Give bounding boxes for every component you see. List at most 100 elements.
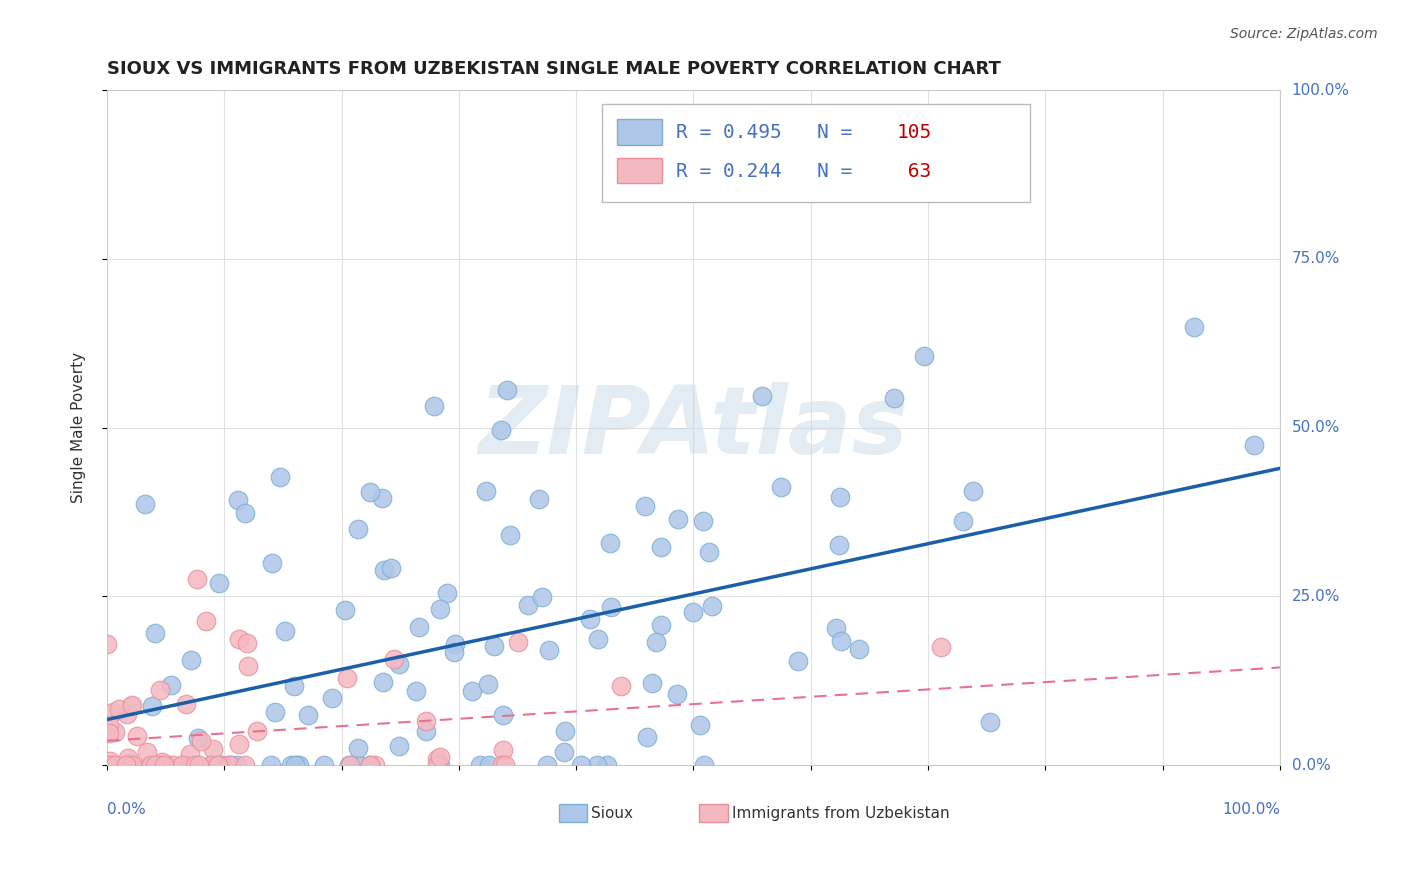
Point [650,617,672,632]
Point [359,758,381,772]
Point [586,632,609,646]
Point [979,714,1001,729]
Point [586,758,609,772]
Point [491,707,513,722]
Point [120,699,142,714]
Point [115,706,138,721]
Point [429,758,451,772]
Point [553,745,575,759]
Point [429,750,451,764]
Text: R = 0.495   N =: R = 0.495 N = [676,123,863,143]
Point [489,423,512,437]
Point [260,758,283,772]
Point [494,758,516,772]
Point [423,399,446,413]
Point [830,634,852,648]
Point [492,743,515,757]
Point [825,621,848,635]
Point [96,758,118,772]
Point [219,758,242,772]
Point [246,724,269,739]
Point [599,536,621,550]
Point [98,755,121,769]
Point [666,511,689,525]
Bar [699,804,727,822]
Point [288,758,311,772]
Point [150,758,173,772]
Point [100,758,122,772]
Point [349,758,371,772]
Point [233,758,256,772]
Point [207,758,229,772]
Point [118,756,141,770]
Point [127,729,149,743]
Bar [617,158,662,184]
Point [477,676,499,690]
Point [380,561,402,575]
Point [491,758,513,772]
Point [640,675,662,690]
Point [751,389,773,403]
Point [280,758,302,772]
Point [190,734,212,748]
Point [770,480,793,494]
Point [517,598,540,612]
Point [579,612,602,626]
Point [115,758,138,772]
Point [529,491,551,506]
Point [415,724,437,739]
Point [297,708,319,723]
Point [665,687,688,701]
Point [506,635,529,649]
Point [233,506,256,520]
Point [287,758,309,772]
Point [600,600,623,615]
Point [97,718,120,732]
Point [226,492,249,507]
Point [157,758,180,772]
Point [204,758,226,772]
Point [172,758,194,772]
Point [269,470,291,484]
Point [371,675,394,690]
Point [194,614,217,628]
Point [177,758,200,772]
Point [634,499,657,513]
Point [201,741,224,756]
Point [238,659,260,673]
Point [883,391,905,405]
Point [184,758,207,772]
Text: ZIPAtlas: ZIPAtlas [478,382,908,474]
Point [174,698,197,712]
Text: SIOUX VS IMMIGRANTS FROM UZBEKISTAN SINGLE MALE POVERTY CORRELATION CHART: SIOUX VS IMMIGRANTS FROM UZBEKISTAN SING… [107,60,1001,78]
Point [134,497,156,511]
Point [136,745,159,759]
Point [208,575,231,590]
Point [209,758,232,772]
Point [443,645,465,659]
Point [408,620,430,634]
Point [554,723,576,738]
Point [569,758,592,772]
Point [162,758,184,772]
FancyBboxPatch shape [602,103,1031,202]
Point [108,702,131,716]
Point [262,556,284,570]
Point [188,758,211,772]
Point [426,752,449,766]
Point [121,758,143,772]
Point [595,758,617,772]
Point [371,491,394,506]
Point [387,739,409,754]
Text: 25.0%: 25.0% [1292,589,1340,604]
Point [468,758,491,772]
Point [337,758,360,772]
Point [159,677,181,691]
Point [347,522,370,536]
Point [138,758,160,772]
Text: Sioux: Sioux [592,805,634,821]
Point [180,653,202,667]
Point [143,758,166,772]
Bar [617,120,662,145]
Point [104,725,127,739]
